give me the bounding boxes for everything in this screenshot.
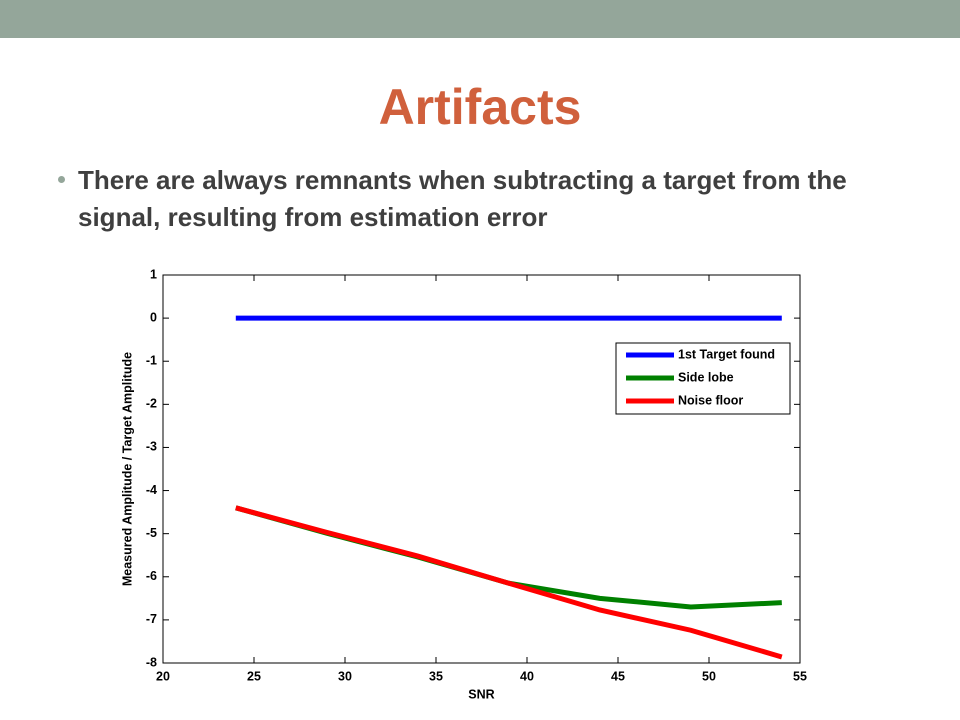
x-tick-label: 50 xyxy=(702,669,716,683)
plot-frame xyxy=(162,274,801,664)
y-tick-label: -7 xyxy=(146,612,157,626)
x-tick-label: 20 xyxy=(156,669,170,683)
line-series xyxy=(235,505,783,660)
y-tick-label: -1 xyxy=(146,354,157,368)
x-axis-label: SNR xyxy=(468,687,494,701)
y-tick-label: -6 xyxy=(146,569,157,583)
x-tick-label: 40 xyxy=(520,669,534,683)
y-tick-label: -8 xyxy=(146,655,157,669)
y-tick-label: -4 xyxy=(146,483,157,497)
top-bar xyxy=(0,0,960,38)
x-tick-label: 55 xyxy=(793,669,807,683)
line-series xyxy=(235,505,782,610)
slide-title: Artifacts xyxy=(378,79,582,135)
y-tick-label: -5 xyxy=(146,526,157,540)
legend-label: Noise floor xyxy=(678,393,743,407)
x-tick-label: 25 xyxy=(247,669,261,683)
legend-label: 1st Target found xyxy=(678,347,775,361)
y-tick-label: -3 xyxy=(146,440,157,454)
y-tick-label: 1 xyxy=(150,267,157,281)
bullet-text: There are always remnants when subtracti… xyxy=(78,165,847,232)
x-tick-label: 35 xyxy=(429,669,443,683)
y-axis-label: Measured Amplitude / Target Amplitude xyxy=(120,352,134,586)
legend-label: Side lobe xyxy=(678,370,734,384)
bullet-dot xyxy=(58,176,65,183)
x-tick-label: 30 xyxy=(338,669,352,683)
y-tick-label: 0 xyxy=(150,310,157,324)
x-tick-label: 45 xyxy=(611,669,625,683)
y-tick-label: -2 xyxy=(146,397,157,411)
